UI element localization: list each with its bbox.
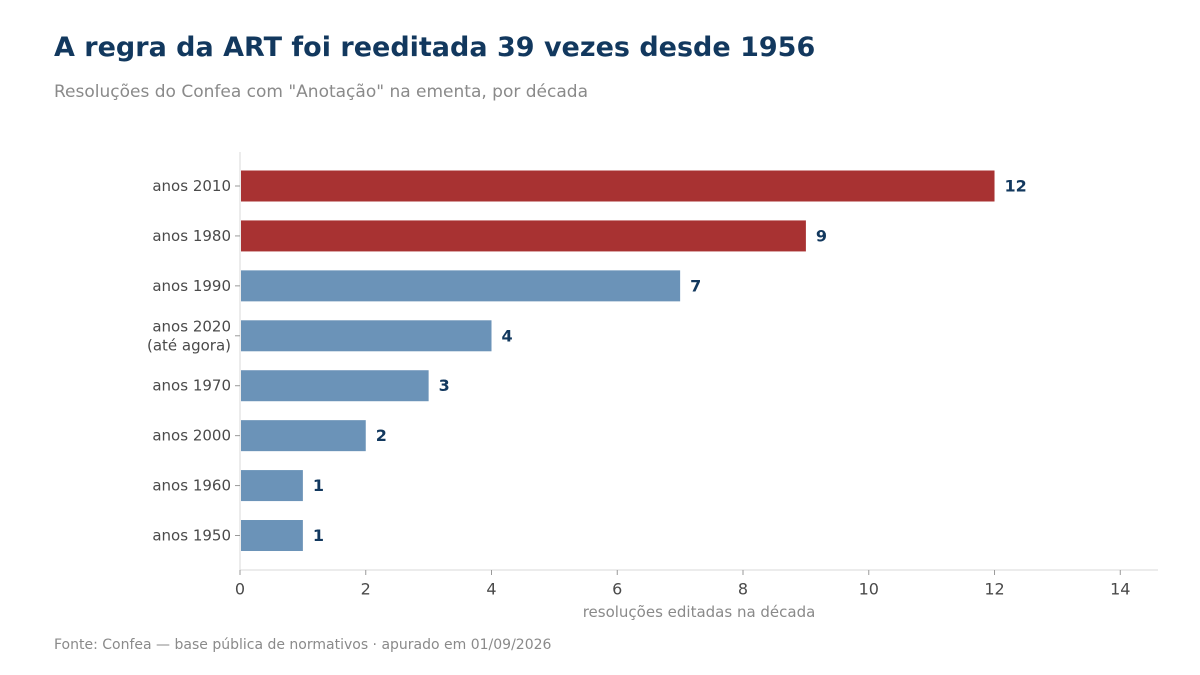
data-label: 9 bbox=[816, 226, 827, 245]
data-label: 2 bbox=[376, 426, 387, 445]
x-tick-label: 4 bbox=[486, 580, 496, 599]
category-label: anos 2010 bbox=[152, 177, 231, 195]
x-tick-label: 6 bbox=[612, 580, 622, 599]
bar bbox=[241, 170, 995, 202]
category-label: anos 1970 bbox=[152, 377, 231, 395]
category-label: anos 1990 bbox=[152, 277, 231, 295]
bar bbox=[241, 320, 492, 352]
bar bbox=[241, 220, 806, 252]
x-tick-label: 14 bbox=[1110, 580, 1130, 599]
data-label: 1 bbox=[313, 526, 324, 545]
category-label: anos 1960 bbox=[152, 477, 231, 495]
data-label: 1 bbox=[313, 476, 324, 495]
category-label: anos 2000 bbox=[152, 427, 231, 445]
bar bbox=[241, 270, 681, 302]
x-tick-label: 8 bbox=[738, 580, 748, 599]
x-tick-label: 0 bbox=[235, 580, 245, 599]
category-label: anos 1980 bbox=[152, 227, 231, 245]
category-label: anos 1950 bbox=[152, 527, 231, 545]
bar bbox=[241, 420, 366, 452]
source-note: Fonte: Confea — base pública de normativ… bbox=[54, 637, 552, 653]
category-label: (até agora) bbox=[147, 336, 231, 354]
bar bbox=[241, 370, 429, 402]
x-tick-label: 12 bbox=[984, 580, 1004, 599]
data-label: 4 bbox=[502, 326, 513, 345]
x-tick-label: 10 bbox=[859, 580, 879, 599]
data-label: 7 bbox=[690, 276, 701, 295]
data-label: 3 bbox=[439, 376, 450, 395]
chart-title: A regra da ART foi reeditada 39 vezes de… bbox=[54, 32, 816, 63]
bar bbox=[241, 520, 303, 552]
x-tick-label: 2 bbox=[361, 580, 371, 599]
x-axis-label: resoluções editadas na década bbox=[583, 603, 816, 621]
chart-subtitle: Resoluções do Confea com "Anotação" na e… bbox=[54, 82, 588, 102]
category-label: anos 2020 bbox=[152, 317, 231, 335]
bar bbox=[241, 470, 303, 502]
data-label: 12 bbox=[1005, 177, 1027, 196]
